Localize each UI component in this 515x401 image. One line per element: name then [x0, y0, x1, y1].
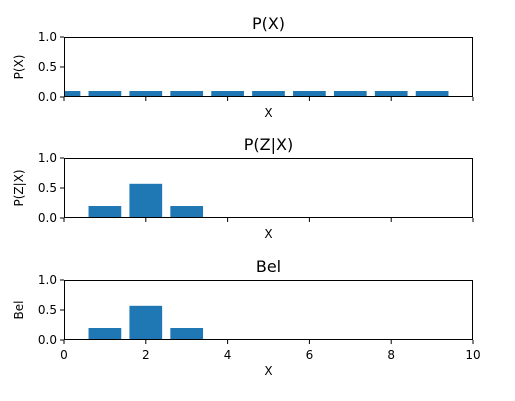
axes-frame — [64, 280, 473, 340]
ytick-label: 0.5 — [38, 181, 57, 195]
bar-2-3 — [170, 206, 204, 218]
bar-1-8 — [374, 91, 408, 97]
bar-1-3 — [170, 91, 204, 97]
ytick-label: 0.0 — [38, 211, 57, 225]
y-axis-label: P(Z|X) — [12, 169, 26, 206]
ytick-label: 1.0 — [38, 151, 57, 165]
bar-2-1 — [88, 206, 122, 218]
ytick-label: 0.0 — [38, 90, 57, 104]
x-axis-label: X — [264, 106, 272, 120]
bar-1-7 — [333, 91, 367, 97]
y-axis-label: P(X) — [12, 55, 26, 80]
y-axis-label: Bel — [12, 301, 26, 320]
bar-1-6 — [293, 91, 326, 97]
bar-2-2 — [129, 183, 163, 218]
bar-1-5 — [252, 91, 285, 97]
axes-frame — [64, 37, 473, 97]
xtick-label: 8 — [387, 348, 395, 362]
xtick-label: 4 — [224, 348, 232, 362]
subplot-2: 0.0 0.5 1.0 P(Z|X) X P(Z|X) — [12, 135, 474, 241]
bar-1-1 — [88, 91, 122, 97]
ytick-label: 0.5 — [38, 303, 57, 317]
bar-3-3 — [170, 328, 204, 340]
xtick-label: 6 — [306, 348, 314, 362]
chart-title: Bel — [256, 257, 281, 276]
subplot-3: 0.0 0.5 1.0 0 2 4 6 8 10 Bel X Bel — [12, 257, 481, 378]
ytick-label: 0.0 — [38, 333, 57, 347]
subplot-1: 0.0 0.5 1.0 P(X) X P(X) — [12, 14, 474, 120]
xtick-label: 10 — [465, 348, 480, 362]
bar-1-0 — [64, 91, 81, 97]
ytick-label: 1.0 — [38, 30, 57, 44]
xtick-label: 0 — [60, 348, 68, 362]
bar-1-2 — [129, 91, 163, 97]
chart-title: P(X) — [252, 14, 285, 33]
chart-title: P(Z|X) — [244, 135, 293, 154]
bar-3-2 — [129, 305, 163, 340]
axes-frame — [64, 158, 473, 218]
bar-1-9 — [415, 91, 449, 97]
ytick-label: 0.5 — [38, 60, 57, 74]
x-axis-label: X — [264, 364, 272, 378]
bar-1-4 — [211, 91, 244, 97]
bar-3-1 — [88, 328, 122, 340]
xtick-label: 2 — [142, 348, 150, 362]
ytick-label: 1.0 — [38, 273, 57, 287]
x-axis-label: X — [264, 227, 272, 241]
